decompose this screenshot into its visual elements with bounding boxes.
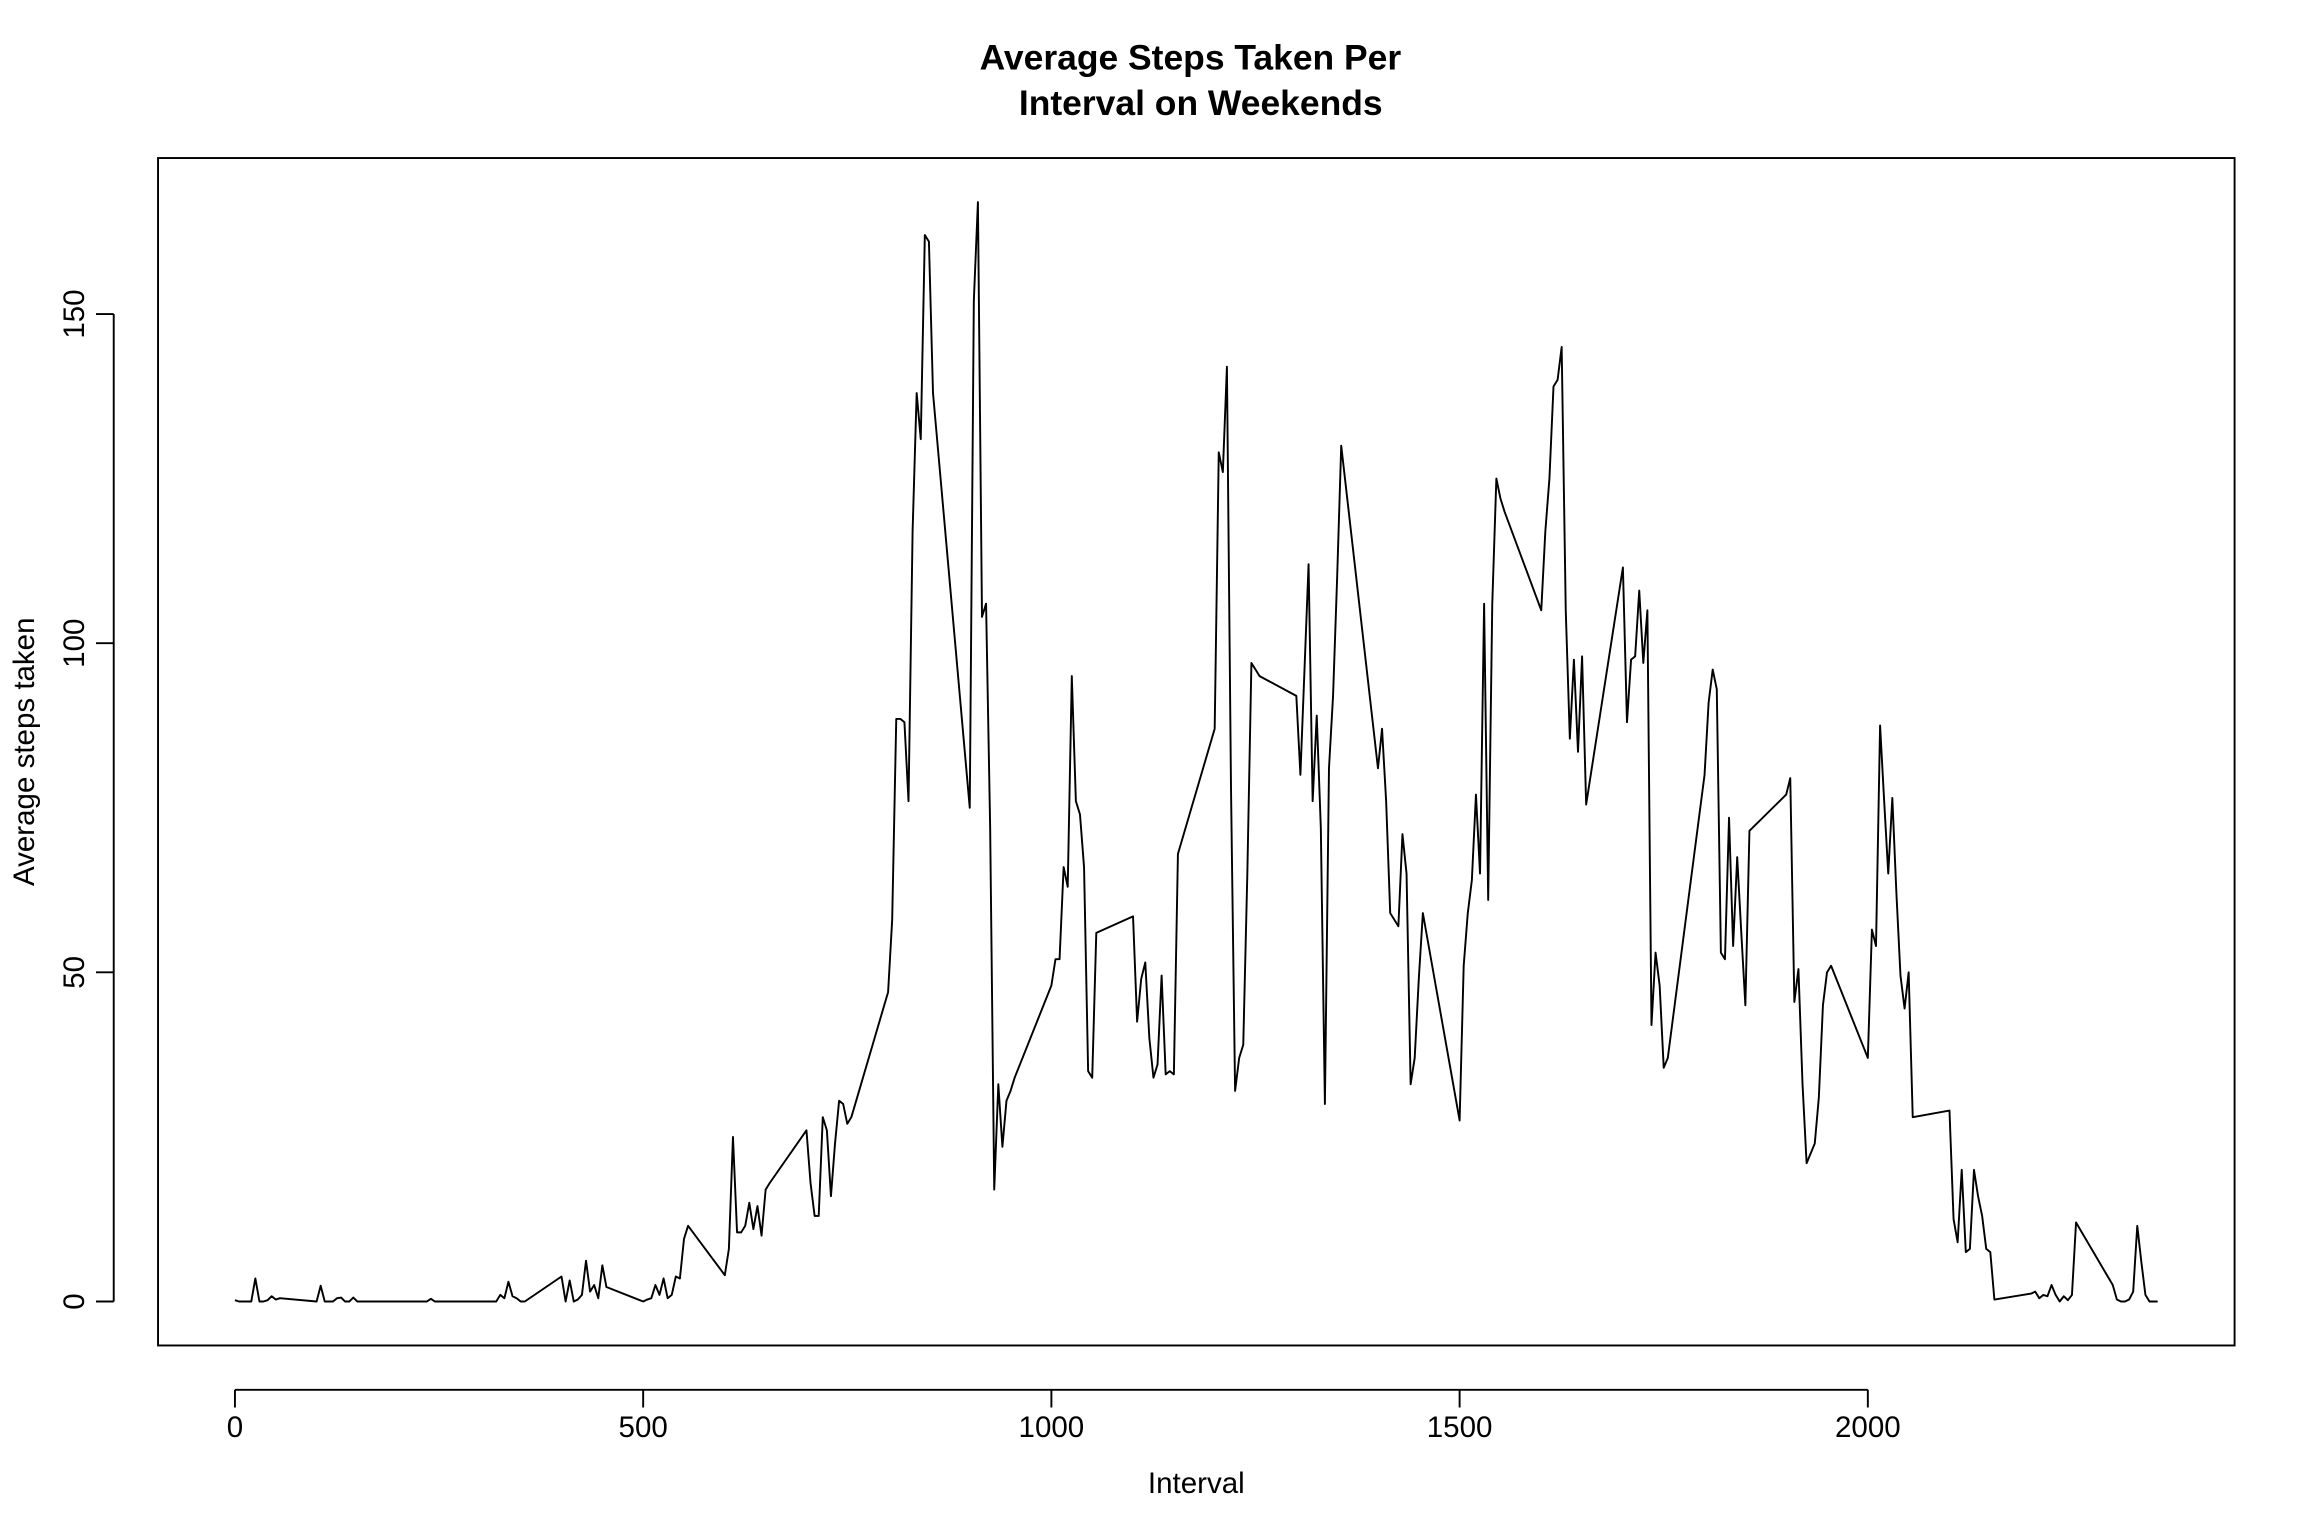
x-tick-label: 1500 xyxy=(1427,1411,1493,1444)
x-tick-label: 1000 xyxy=(1019,1411,1085,1444)
y-tick-label: 50 xyxy=(58,956,91,989)
x-axis-label: Interval xyxy=(1148,1467,1245,1500)
chart-title: Interval on Weekends xyxy=(1019,83,1383,123)
y-tick-label: 0 xyxy=(58,1293,91,1309)
x-tick-label: 0 xyxy=(227,1411,243,1444)
y-axis-label: Average steps taken xyxy=(8,617,41,886)
x-tick-label: 2000 xyxy=(1835,1411,1901,1444)
data-line xyxy=(234,201,2158,1303)
y-tick-label: 150 xyxy=(58,289,91,338)
x-tick-label: 500 xyxy=(619,1411,668,1444)
plot-frame xyxy=(157,157,2236,1347)
y-tick-label: 100 xyxy=(58,619,91,668)
chart-title: Average Steps Taken Per xyxy=(980,37,1402,77)
